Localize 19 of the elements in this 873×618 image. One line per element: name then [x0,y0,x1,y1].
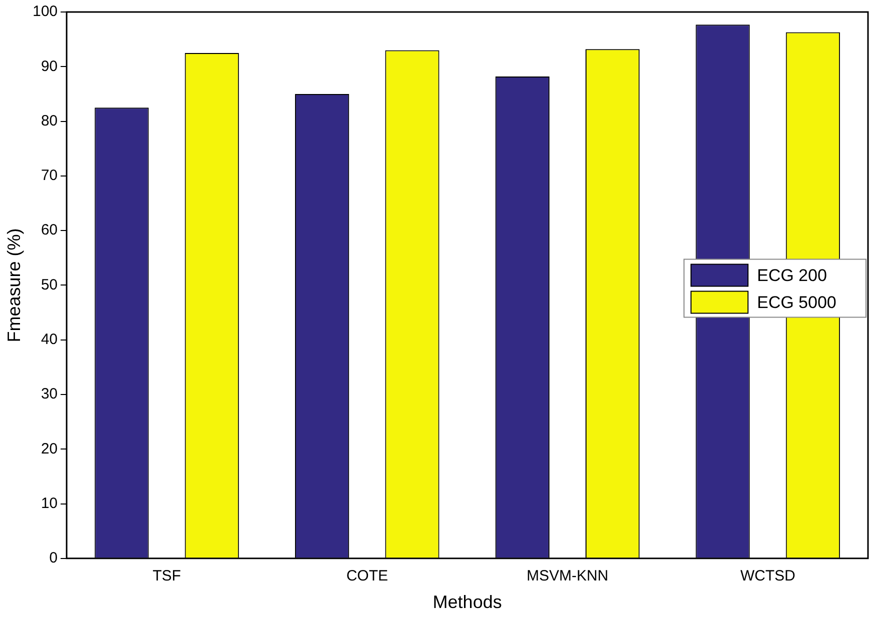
y-tick-label: 60 [40,222,58,239]
y-tick-label: 40 [40,330,58,348]
x-axis-title: Methods [432,592,502,612]
x-tick-label: TSF [152,568,181,585]
y-tick-label: 90 [40,58,58,75]
y-tick-label: 30 [40,386,58,403]
x-tick-label: MSVM-KNN [526,568,608,585]
x-tick-label: WCTSD [740,568,796,585]
y-tick-label: 20 [40,440,58,458]
y-tick-label: 100 [32,3,58,20]
y-tick-label: 80 [40,112,58,130]
y-tick-label: 0 [49,550,58,567]
y-tick-label: 70 [40,167,58,184]
y-axis-title: Fmeasure (%) [4,228,24,342]
x-tick-label: COTE [346,568,388,585]
y-tick-label: 10 [40,494,58,512]
legend-label: ECG 5000 [757,292,836,312]
legend-label: ECG 200 [757,266,827,285]
y-tick-label: 50 [40,276,58,294]
